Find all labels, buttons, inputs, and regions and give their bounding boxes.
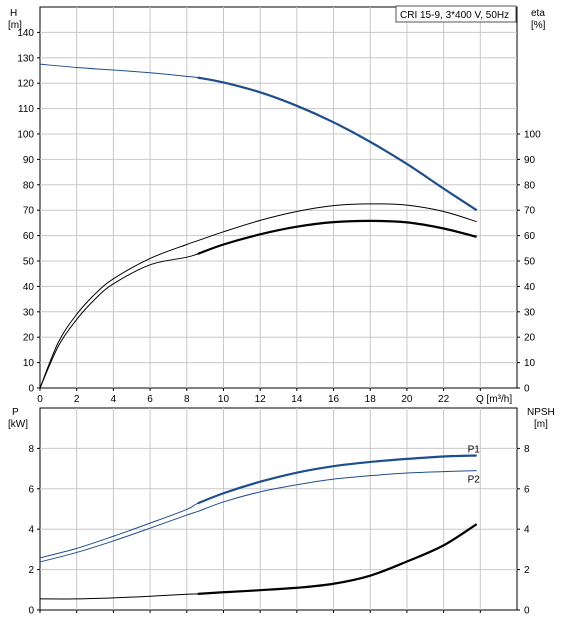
x-tick-label: 2 (74, 394, 80, 405)
x-tick-label: 18 (365, 394, 377, 405)
series-duty-range-eta-lower (197, 219, 477, 255)
left-tick-label: 70 (23, 206, 35, 217)
left-tick-label: 4 (28, 525, 34, 536)
right-tick-label: 10 (524, 358, 536, 369)
right-tick-label: 2 (524, 565, 530, 576)
left-tick-label: 140 (17, 28, 34, 39)
head-axis-label: H (10, 8, 17, 19)
eta-axis-label: eta (531, 8, 545, 19)
series-line-eta-upper (39, 203, 477, 389)
right-tick-label: 20 (524, 333, 536, 344)
left-tick-label: 40 (23, 282, 35, 293)
series-label-P2: P2 (468, 475, 481, 486)
right-tick-label: 90 (524, 155, 536, 166)
x-tick-label: 6 (147, 394, 153, 405)
x-tick-label: 16 (328, 394, 340, 405)
power-axis-unit: [kW] (8, 419, 28, 430)
left-tick-label: 110 (18, 104, 34, 115)
left-tick-label: 130 (17, 53, 34, 64)
right-tick-label: 0 (524, 384, 530, 395)
left-tick-label: 80 (23, 180, 35, 191)
x-tick-label: 20 (401, 394, 413, 405)
x-tick-label: 12 (255, 394, 267, 405)
series-duty-range-NPSH (197, 523, 478, 595)
right-tick-label: 30 (524, 307, 536, 318)
plot-frame (39, 407, 518, 611)
left-tick-label: 50 (23, 257, 35, 268)
left-tick-label: 120 (17, 79, 34, 90)
eta-axis-unit: [%] (531, 20, 546, 31)
x-axis-label: Q [m³/h] (476, 394, 512, 405)
right-tick-label: 40 (524, 282, 536, 293)
left-tick-label: 0 (28, 384, 34, 395)
right-tick-label: 8 (524, 444, 530, 455)
power-axis-label: P (12, 407, 19, 418)
right-tick-label: 4 (524, 525, 530, 536)
series-line-P2 (39, 470, 477, 563)
series-label-P1: P1 (468, 444, 481, 455)
left-tick-label: 60 (23, 231, 35, 242)
right-tick-label: 80 (524, 180, 536, 191)
pump-model-legend: CRI 15-9, 3*400 V, 50Hz (395, 5, 517, 23)
npsh-axis-label: NPSH (527, 407, 555, 418)
series-duty-range-H (197, 76, 478, 212)
x-tick-label: 0 (37, 394, 43, 405)
right-tick-label: 6 (524, 484, 530, 495)
legend-box (395, 5, 517, 23)
right-tick-label: 70 (524, 206, 536, 217)
left-tick-label: 8 (28, 444, 34, 455)
left-tick-label: 2 (28, 565, 34, 576)
x-tick-label: 8 (184, 394, 190, 405)
left-tick-label: 90 (23, 155, 35, 166)
x-tick-label: 4 (111, 394, 117, 405)
left-tick-label: 0 (28, 606, 34, 617)
npsh-axis-unit: [m] (534, 419, 548, 430)
left-tick-label: 6 (28, 484, 34, 495)
right-tick-label: 50 (524, 257, 536, 268)
head-axis-unit: [m] (8, 20, 22, 31)
right-tick-label: 60 (524, 231, 536, 242)
left-tick-label: 30 (23, 307, 35, 318)
right-tick-label: 100 (524, 130, 541, 141)
head-efficiency-panel: 0102030405060708090100110120130140010203… (17, 6, 541, 405)
series-duty-range-P1 (197, 454, 477, 505)
x-tick-label: 14 (291, 394, 303, 405)
legend-text: CRI 15-9, 3*400 V, 50Hz (400, 10, 509, 21)
plot-frame (39, 6, 518, 389)
left-tick-label: 20 (23, 333, 35, 344)
left-tick-label: 100 (17, 130, 34, 141)
power-npsh-panel: 0 2 4 6 8 0 2 4 6 8 P1 P2 (28, 407, 530, 617)
left-tick-label: 10 (23, 358, 35, 369)
right-tick-label: 0 (524, 606, 530, 617)
x-tick-label: 22 (438, 394, 450, 405)
x-tick-label: 10 (218, 394, 230, 405)
